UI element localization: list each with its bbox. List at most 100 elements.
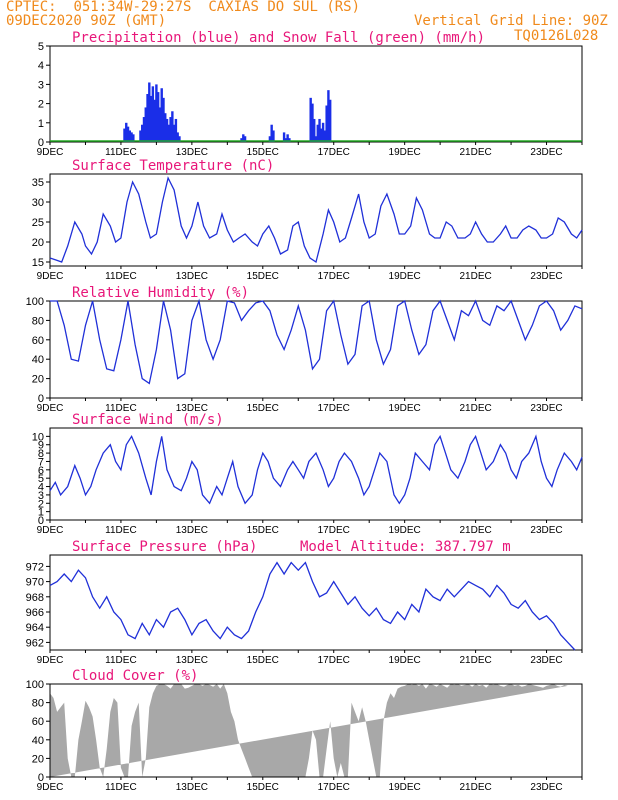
y-tick-label: 2 [38, 99, 44, 111]
x-tick-label: 23DEC [530, 782, 562, 793]
precip-bar [142, 117, 146, 142]
panel-title: Surface Wind (m/s) [72, 412, 224, 428]
y-tick-label: 60 [32, 335, 44, 347]
x-tick-label: 11DEC [105, 403, 137, 414]
header-model: TQ0126L028 [514, 28, 599, 44]
precip-bar [282, 132, 286, 142]
precip-bar [158, 107, 162, 142]
y-tick-label: 3 [38, 490, 44, 502]
precip-bar [146, 94, 149, 142]
x-tick-label: 15DEC [247, 147, 279, 158]
x-tick-label: 17DEC [318, 782, 350, 793]
y-tick-label: 5 [38, 473, 44, 485]
y-tick-label: 25 [32, 217, 44, 229]
x-tick-label: 21DEC [459, 782, 491, 793]
y-tick-label: 9 [38, 440, 44, 452]
x-tick-label: 9DEC [37, 271, 64, 282]
y-tick-label: 0 [38, 772, 44, 784]
precip-bar [167, 124, 171, 142]
y-tick-label: 4 [38, 60, 44, 72]
panel-2: 0 20 40 60 80 100 9DEC 11DEC 13DEC 15DEC 17DEC 19DE… [26, 285, 583, 414]
precip-bar [243, 136, 247, 142]
header-line-1: CPTEC: 051:34W-29:27S CAXIAS DO SUL (RS) [6, 0, 360, 14]
precip-bar [139, 130, 142, 142]
precip-bar [240, 138, 243, 142]
y-tick-label: 1 [38, 507, 44, 519]
precip-bar [325, 105, 328, 142]
x-tick-label: 19DEC [389, 782, 421, 793]
x-tick-label: 9DEC [37, 403, 64, 414]
y-tick-label: 10 [32, 431, 44, 443]
precip-bar [165, 118, 169, 142]
x-tick-label: 15DEC [247, 271, 279, 282]
y-tick-label: 5 [38, 41, 44, 53]
y-tick-label: 972 [26, 561, 44, 573]
x-tick-label: 23DEC [530, 147, 562, 158]
y-tick-label: 3 [38, 79, 44, 91]
x-tick-label: 17DEC [318, 525, 350, 536]
precip-bar [314, 136, 318, 142]
series-line [49, 176, 583, 264]
x-tick-label: 11DEC [105, 525, 137, 536]
precip-bar [174, 118, 178, 142]
y-tick-label: 80 [32, 698, 44, 710]
precip-bar [242, 134, 245, 142]
x-tick-label: 23DEC [530, 655, 562, 666]
precip-bar [311, 103, 314, 142]
panel-title: Surface Temperature (nC) [72, 158, 274, 174]
precip-bar [153, 99, 156, 142]
y-tick-label: 0 [38, 137, 44, 149]
y-tick-label: 2 [38, 498, 44, 510]
y-tick-label: 6 [38, 465, 44, 477]
precip-bar [320, 128, 323, 142]
x-tick-label: 15DEC [247, 525, 279, 536]
x-tick-label: 19DEC [389, 655, 421, 666]
x-tick-label: 17DEC [318, 271, 350, 282]
precip-bar [172, 124, 176, 142]
x-tick-label: 9DEC [37, 655, 64, 666]
x-tick-label: 19DEC [389, 271, 421, 282]
precip-bar [132, 134, 135, 142]
x-tick-label: 13DEC [176, 525, 208, 536]
precip-bar [313, 118, 316, 142]
y-tick-label: 35 [32, 177, 44, 189]
precip-bar [169, 117, 172, 142]
x-tick-label: 13DEC [176, 655, 208, 666]
x-tick-label: 11DEC [105, 271, 137, 282]
x-tick-label: 11DEC [105, 655, 137, 666]
x-tick-label: 9DEC [37, 782, 64, 793]
precip-bar [268, 136, 272, 142]
x-tick-label: 21DEC [459, 655, 491, 666]
x-tick-label: 21DEC [459, 147, 491, 158]
x-tick-label: 13DEC [176, 403, 208, 414]
x-tick-label: 15DEC [247, 655, 279, 666]
cloud-cover-area [50, 684, 568, 777]
y-tick-label: 20 [32, 374, 44, 386]
y-tick-label: 962 [26, 637, 44, 649]
x-tick-label: 19DEC [389, 147, 421, 158]
precip-bar [176, 132, 179, 142]
precip-bar [125, 122, 128, 142]
precip-bar [128, 130, 131, 142]
y-tick-label: 7 [38, 456, 44, 468]
panel-title: Cloud Cover (%) [72, 668, 198, 684]
precip-bar [286, 134, 289, 142]
x-tick-label: 21DEC [459, 271, 491, 282]
y-tick-label: 20 [32, 237, 44, 249]
y-tick-label: 30 [32, 197, 44, 209]
y-tick-label: 8 [38, 448, 44, 460]
panel-1: 15 20 25 30 35 9DEC 11DEC 13DEC 15DEC 17DEC 19DEC 2… [32, 158, 583, 282]
panel-title: Relative Humidity (%) [72, 285, 249, 301]
x-tick-label: 11DEC [105, 147, 137, 158]
precip-bar [288, 138, 291, 142]
precip-bar [284, 138, 288, 142]
x-tick-label: 13DEC [176, 147, 208, 158]
series-line [49, 561, 576, 651]
plot-frame [49, 427, 583, 521]
x-tick-label: 23DEC [530, 525, 562, 536]
y-tick-label: 80 [32, 315, 44, 327]
precip-bar [156, 92, 160, 142]
y-tick-label: 0 [38, 393, 44, 405]
